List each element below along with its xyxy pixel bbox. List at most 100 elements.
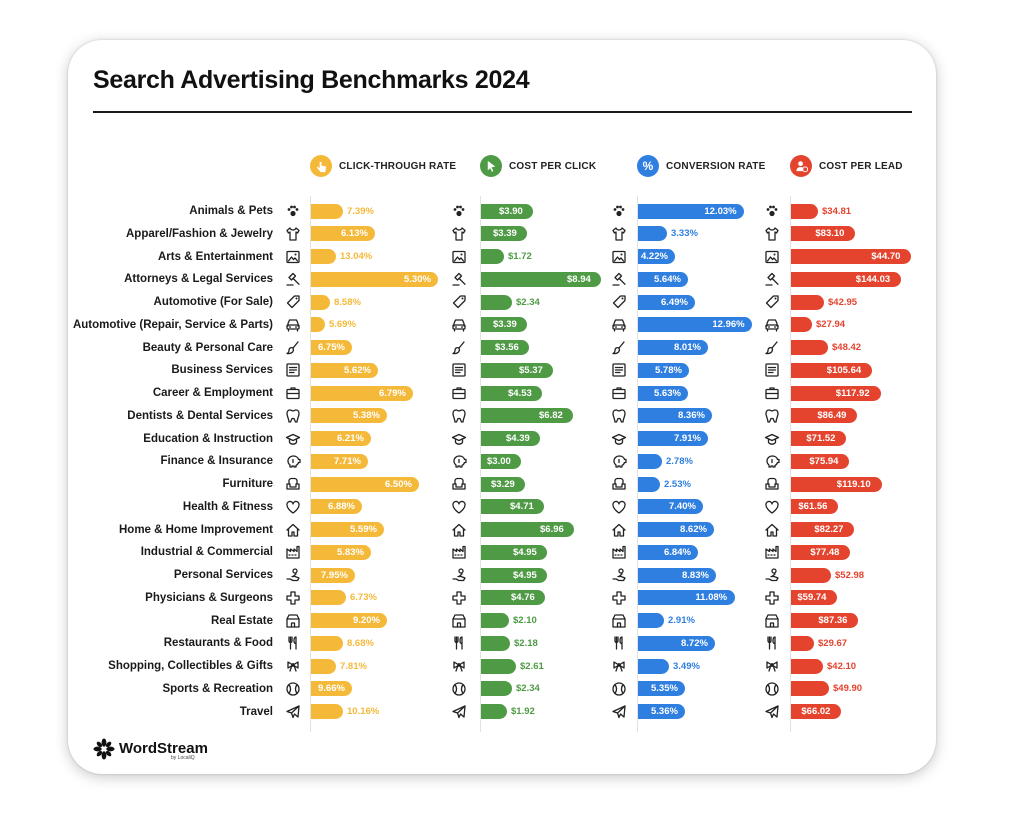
bar-cpc xyxy=(481,408,573,424)
data-label-ctr: 9.20% xyxy=(353,615,380,626)
bar-cr xyxy=(638,499,703,515)
service-hand-icon xyxy=(451,567,467,583)
heart-icon xyxy=(764,499,780,515)
category-label: Restaurants & Food xyxy=(163,637,273,650)
bar-cpl xyxy=(791,453,849,469)
data-label-cpc: $8.94 xyxy=(567,273,591,285)
data-label-ctr: 7.39% xyxy=(347,205,374,217)
bar-cpl xyxy=(791,590,837,606)
piggy-bank-icon xyxy=(764,453,780,469)
utensils-icon xyxy=(285,635,301,651)
document-icon xyxy=(764,362,780,378)
data-label-ctr: 5.83% xyxy=(337,546,364,558)
header-click-through-rate: CLICK-THROUGH RATE xyxy=(310,153,456,179)
data-label-ctr: 6.75% xyxy=(318,342,345,353)
category-label: Education & Instruction xyxy=(143,432,273,445)
bar-ctr xyxy=(311,271,438,287)
category-label: Personal Services xyxy=(173,569,273,581)
logo-text: WordStream xyxy=(119,740,208,757)
briefcase-icon xyxy=(611,385,627,401)
tag-icon xyxy=(611,294,627,310)
gavel-icon xyxy=(611,271,627,287)
heart-icon xyxy=(285,499,301,515)
airplane-icon xyxy=(611,704,627,720)
bar-cpc xyxy=(481,317,527,333)
data-label-cpl: $86.49 xyxy=(817,410,847,422)
data-label-ctr: 8.58% xyxy=(334,296,361,308)
bar-cpc xyxy=(481,681,512,697)
bar-ctr xyxy=(311,658,336,674)
brush-icon xyxy=(451,340,467,356)
bar-cpl xyxy=(791,544,850,560)
data-label-cr: 5.64% xyxy=(654,273,681,285)
category-label: Dentists & Dental Services xyxy=(127,409,273,422)
bar-cpl xyxy=(791,226,855,242)
data-label-ctr: 6.50% xyxy=(385,478,412,490)
data-label-cpc: $4.39 xyxy=(506,433,530,444)
medical-cross-icon xyxy=(764,590,780,606)
data-label-cr: 8.72% xyxy=(681,637,708,649)
gift-bow-icon xyxy=(285,658,301,674)
house-icon xyxy=(611,522,627,538)
data-label-cr: 2.91% xyxy=(668,615,695,626)
category-label: Health & Fitness xyxy=(182,500,273,513)
bar-cr xyxy=(638,317,752,333)
building-icon xyxy=(764,613,780,629)
bar-cpc xyxy=(481,385,542,401)
data-label-ctr: 13.04% xyxy=(340,251,373,262)
category-label: Beauty & Personal Care xyxy=(142,341,273,354)
building-icon xyxy=(611,613,627,629)
bar-cpl xyxy=(791,249,911,264)
data-label-cpl: $52.98 xyxy=(835,569,865,581)
bar-ctr xyxy=(311,249,336,264)
ball-icon xyxy=(764,681,780,697)
document-icon xyxy=(451,362,467,378)
data-label-ctr: 10.16% xyxy=(347,706,380,717)
gift-bow-icon xyxy=(451,658,467,674)
data-label-cr: 8.62% xyxy=(680,524,707,535)
data-label-cpl: $34.81 xyxy=(822,205,852,217)
data-label-cpc: $4.53 xyxy=(508,387,532,399)
data-label-cr: 4.22% xyxy=(641,251,668,262)
data-label-cr: 5.35% xyxy=(651,683,678,695)
bar-cr xyxy=(638,476,660,492)
cursor-arrow-icon xyxy=(480,155,502,177)
data-label-cpl: $66.02 xyxy=(801,706,831,717)
bar-cpl xyxy=(791,522,854,537)
data-label-cr: 12.03% xyxy=(704,205,737,217)
bar-cr xyxy=(638,544,698,560)
data-label-ctr: 9.66% xyxy=(318,683,345,695)
data-label-cr: 3.49% xyxy=(673,660,700,672)
brush-icon xyxy=(611,340,627,356)
category-label: Physicians & Surgeons xyxy=(145,591,273,604)
bar-cr xyxy=(638,340,708,355)
bar-cpl xyxy=(791,431,846,446)
data-label-ctr: 7.81% xyxy=(340,660,367,672)
tooth-icon xyxy=(451,408,467,424)
data-label-cpc: $6.82 xyxy=(539,410,563,422)
factory-icon xyxy=(611,544,627,560)
bar-cpc xyxy=(481,658,516,674)
data-label-cpl: $61.56 xyxy=(798,501,828,513)
bar-cpl xyxy=(791,408,857,424)
bar-cpl xyxy=(791,499,838,515)
data-label-cpc: $3.29 xyxy=(491,478,515,490)
data-label-ctr: 6.88% xyxy=(328,501,355,513)
brush-icon xyxy=(285,340,301,356)
utensils-icon xyxy=(611,635,627,651)
data-label-cr: 5.78% xyxy=(655,364,682,376)
data-label-cpl: $48.42 xyxy=(832,342,862,353)
data-label-cr: 2.78% xyxy=(666,455,693,467)
bar-cpl xyxy=(791,681,829,697)
bar-ctr xyxy=(311,522,384,537)
ball-icon xyxy=(451,681,467,697)
house-icon xyxy=(764,522,780,538)
data-label-ctr: 6.79% xyxy=(379,387,406,399)
car-icon xyxy=(764,317,780,333)
data-label-cr: 5.36% xyxy=(651,706,678,717)
data-label-cr: 12.96% xyxy=(712,319,745,331)
tag-icon xyxy=(764,294,780,310)
data-label-cpc: $6.96 xyxy=(540,524,564,535)
cpl-baseline xyxy=(790,196,791,732)
data-label-cr: 11.08% xyxy=(695,592,728,604)
